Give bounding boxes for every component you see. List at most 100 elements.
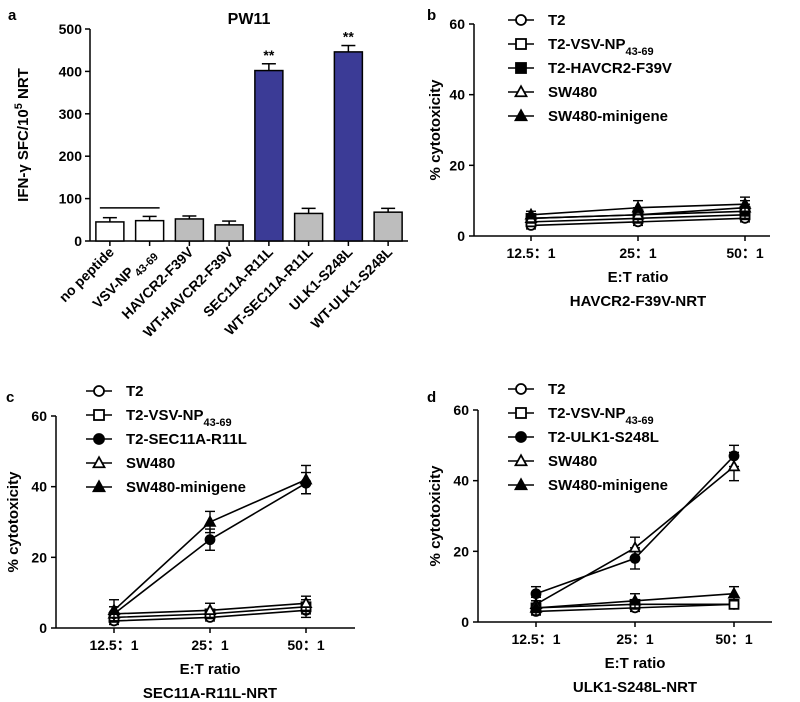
y-tick-label: 60: [31, 408, 47, 424]
data-point: [203, 514, 217, 527]
panel-c: c 0 20 40 60 12.5：1 25：1 50：1 E:T ratio SEC11A-R1…: [5, 383, 355, 702]
x-tick-label: 25：1: [191, 637, 229, 653]
x-axis-label: E:T ratio: [180, 661, 241, 678]
data-point: [299, 596, 313, 608]
y-tick-label: 0: [457, 228, 465, 244]
y-tick-label: 100: [59, 191, 83, 207]
legend-label: T2-HAVCR2-F39V: [548, 60, 672, 77]
legend-marker: [91, 455, 107, 469]
legend-marker: [515, 383, 527, 395]
data-point: [628, 540, 642, 553]
y-tick-label: 300: [59, 106, 83, 122]
y-tick-label: 20: [453, 543, 469, 559]
data-point: [727, 459, 741, 472]
y-tick-label: 20: [449, 157, 465, 173]
series-SW480-minigene: [107, 464, 313, 622]
legend-marker: [515, 38, 527, 50]
legend-label: T2-VSV-NP43-69: [126, 407, 232, 429]
panel-letter-d: d: [427, 389, 436, 406]
legend-label: SW480-minigene: [548, 108, 668, 125]
legend-label: SW480: [548, 84, 597, 101]
legend-marker: [515, 14, 527, 26]
legend-label: SW480-minigene: [126, 479, 246, 496]
significance-mark: **: [343, 29, 354, 45]
y-tick-label: 0: [74, 233, 82, 249]
legend-label: T2: [126, 383, 144, 400]
bar: [174, 218, 205, 242]
y-tick-label: 20: [31, 549, 47, 565]
x-axis-label: E:T ratio: [608, 269, 669, 286]
x-tick-label: SEC11A-R11L: [200, 243, 277, 320]
y-tick-label: 40: [449, 87, 465, 103]
data-point: [299, 472, 313, 485]
bar: [95, 221, 125, 242]
data-point: [738, 197, 752, 209]
legend-marker: [513, 477, 529, 491]
x-tick-label: 12.5：1: [511, 631, 560, 647]
legend-marker: [515, 407, 527, 419]
bar: [373, 211, 403, 242]
x-tick-label: 12.5：1: [506, 245, 555, 261]
y-tick-label: 500: [59, 21, 83, 37]
bar: [293, 212, 324, 242]
y-axis-label: % cytotoxicity: [5, 471, 22, 573]
legend-marker: [515, 62, 527, 74]
x-axis-label: E:T ratio: [605, 655, 666, 672]
panel-d: d 0 20 40 60 12.5：1 25：1 50：1 E:T ratio ULK1-S248…: [427, 381, 772, 696]
x-tick-label: 12.5：1: [89, 637, 138, 653]
panel-b: b 0 20 40 60 12.5：1 25：1 50：1 E:T ratio HAVCR2-F3…: [427, 7, 770, 310]
legend-marker: [93, 409, 105, 421]
legend-label: SW480: [548, 453, 597, 470]
y-axis-label: % cytotoxicity: [427, 79, 444, 181]
legend-label: T2-ULK1-S248L: [548, 429, 659, 446]
y-tick-label: 200: [59, 148, 83, 164]
x-tick-label: 25：1: [616, 631, 654, 647]
data-point: [529, 600, 543, 613]
legend-label: T2: [548, 12, 566, 29]
y-tick-label: 40: [31, 479, 47, 495]
y-tick-label: 400: [59, 63, 83, 79]
data-point: [204, 534, 216, 546]
data-point: [727, 586, 741, 599]
legend-label: SW480-minigene: [548, 477, 668, 494]
chart-title: PW11: [228, 11, 271, 28]
legend-label: T2: [548, 381, 566, 398]
y-axis-label: IFN-γ SFC/105 NRT: [13, 68, 32, 202]
legend-marker: [91, 479, 107, 493]
bar: [134, 219, 165, 242]
legend-marker: [513, 108, 529, 122]
data-point: [628, 593, 642, 606]
legend-marker: [513, 453, 529, 467]
panel-letter-b: b: [427, 7, 436, 24]
bar: [214, 224, 244, 242]
data-point: [524, 207, 538, 220]
legend-label: SW480: [126, 455, 175, 472]
x-tick-label: 50：1: [287, 637, 325, 653]
panel-letter-a: a: [8, 7, 17, 24]
y-tick-label: 40: [453, 473, 469, 489]
y-tick-label: 60: [449, 16, 465, 32]
legend-label: T2-VSV-NP43-69: [548, 405, 654, 427]
data-point: [631, 200, 645, 213]
x-tick-label: 50：1: [715, 631, 753, 647]
x-tick-label: 25：1: [619, 245, 657, 261]
bar: [254, 69, 284, 242]
data-point: [203, 603, 217, 616]
legend-marker: [513, 84, 529, 98]
chart-title: ULK1-S248L-NRT: [573, 679, 697, 696]
data-point: [107, 603, 121, 616]
chart-title: SEC11A-R11L-NRT: [143, 685, 277, 702]
significance-mark: **: [263, 47, 274, 63]
y-tick-label: 60: [453, 402, 469, 418]
legend-marker: [515, 431, 527, 443]
chart-title: HAVCR2-F39V-NRT: [570, 293, 706, 310]
x-tick-label: 50：1: [726, 245, 764, 261]
y-tick-label: 0: [461, 614, 469, 630]
legend-label: T2-VSV-NP43-69: [548, 36, 654, 58]
legend-marker: [93, 433, 105, 445]
bar: [333, 51, 364, 242]
y-axis-label: % cytotoxicity: [427, 465, 444, 567]
legend-label: T2-SEC11A-R11L: [126, 431, 247, 448]
